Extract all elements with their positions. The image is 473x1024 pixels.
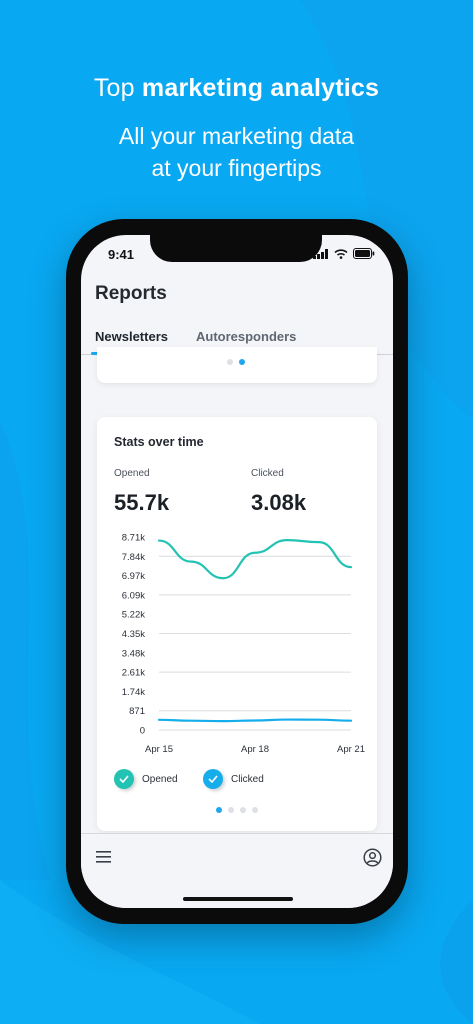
chart-y-tick-label: 1.74k (122, 687, 145, 698)
phone-frame: 9:41 Reports Newsletters Autorespon (66, 219, 408, 924)
legend-opened-label: Opened (142, 773, 178, 785)
legend-opened-check-icon (114, 769, 134, 789)
chart-series-line-clicked (157, 718, 353, 723)
chart-y-tick-label: 4.35k (122, 629, 145, 640)
tab-newsletters[interactable]: Newsletters (95, 329, 168, 344)
stats-card: Stats over time Opened 55.7k Clicked 3.0… (97, 417, 377, 831)
chart-y-tick-label: 8.71k (122, 533, 145, 544)
stats-card-title: Stats over time (114, 435, 204, 449)
legend-opened[interactable]: Opened (114, 769, 178, 789)
status-icons (313, 248, 375, 259)
summary-card-pager (227, 359, 245, 365)
user-profile-icon[interactable] (363, 848, 382, 867)
chart-y-tick-label: 7.84k (122, 552, 145, 563)
chart-x-tick-label: Apr 18 (241, 744, 269, 755)
signal-icon (313, 248, 328, 259)
chart-x-tick-label: Apr 21 (337, 744, 365, 755)
battery-icon (353, 248, 375, 259)
legend-clicked-label: Clicked (231, 773, 264, 785)
promo-headline-prefix: Top (93, 74, 142, 102)
chart-y-tick-label: 5.22k (122, 610, 145, 621)
pager-dot-active[interactable] (216, 807, 222, 813)
phone-notch (150, 235, 322, 262)
chart-y-tick-label: 871 (129, 706, 145, 717)
status-time: 9:41 (108, 247, 135, 262)
clicked-metric-value: 3.08k (251, 490, 307, 515)
pager-dot[interactable] (252, 807, 258, 813)
opened-metric-value: 55.7k (114, 490, 170, 515)
legend-clicked-check-icon (203, 769, 223, 789)
pager-dot-active[interactable] (239, 359, 245, 365)
chart-y-tick-label: 6.97k (122, 571, 145, 582)
legend-clicked[interactable]: Clicked (203, 769, 264, 789)
chart-y-tick-label: 0 (140, 726, 145, 737)
pager-dot[interactable] (227, 359, 233, 365)
pager-dot[interactable] (228, 807, 234, 813)
chart-y-tick-label: 3.48k (122, 648, 145, 659)
home-indicator (183, 897, 293, 901)
opened-metric-label: Opened (114, 468, 150, 479)
stats-card-pager (216, 807, 258, 813)
wifi-icon (334, 248, 348, 259)
hamburger-menu-icon[interactable] (96, 850, 112, 864)
promo-subline-line-2: at your fingertips (151, 155, 322, 181)
pager-dot[interactable] (240, 807, 246, 813)
summary-card-bottom (97, 347, 377, 383)
chart-y-tick-label: 6.09k (122, 590, 145, 601)
bottom-navigation-bar (81, 833, 393, 908)
promo-headline: Top marketing analytics (0, 74, 473, 103)
phone-screen: 9:41 Reports Newsletters Autorespon (81, 235, 393, 908)
chart-y-tick-label: 2.61k (122, 668, 145, 679)
page-title: Reports (95, 283, 167, 304)
tab-autoresponders[interactable]: Autoresponders (196, 329, 297, 344)
promo-headline-bold: marketing analytics (141, 74, 380, 102)
promo-subline: All your marketing data at your fingerti… (0, 120, 473, 184)
clicked-metric-label: Clicked (251, 468, 284, 479)
chart-series-line-opened (157, 539, 353, 580)
stats-line-chart: 8.71k 7.84k 6.97k 6.09k 5.22k 4.35k 3.48k 2.61k… (122, 533, 365, 756)
chart-x-tick-label: Apr 15 (145, 744, 173, 755)
promo-subline-line-1: All your marketing data (118, 123, 355, 149)
